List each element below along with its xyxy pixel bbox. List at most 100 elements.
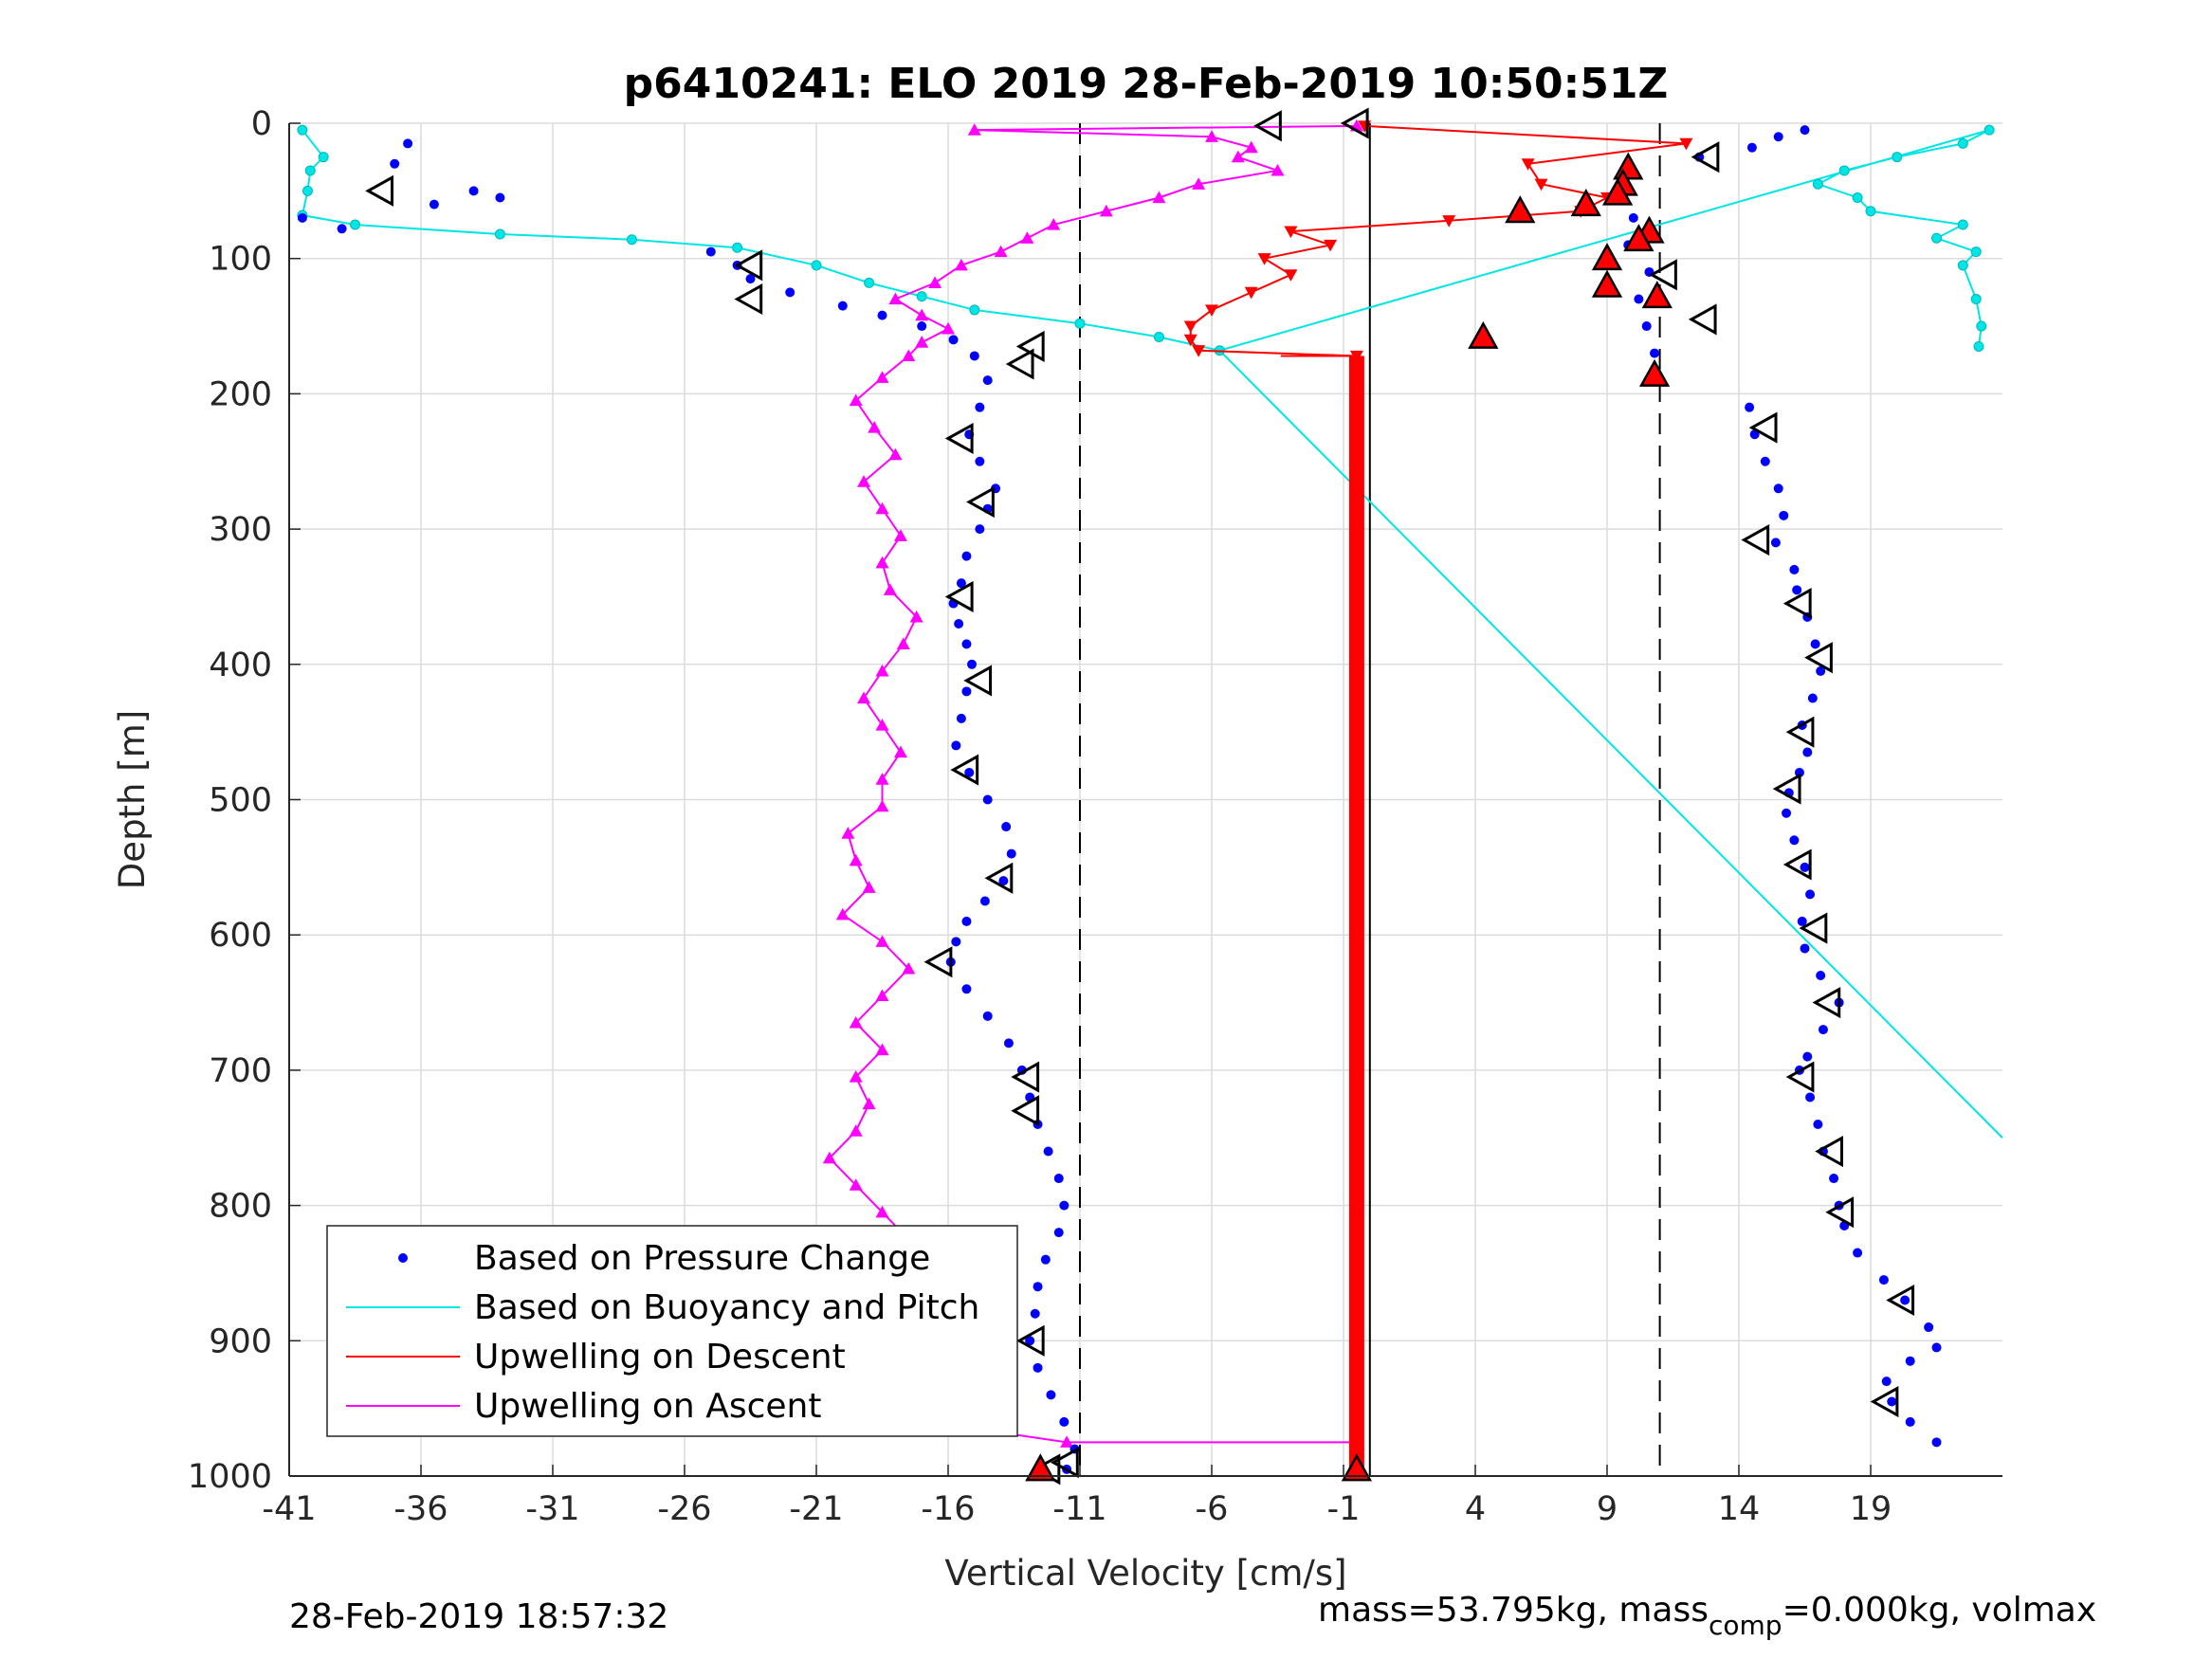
ascent-upwelling-point bbox=[849, 1124, 863, 1137]
buoyancy-point bbox=[626, 234, 637, 246]
pressure-change-point bbox=[1641, 321, 1652, 332]
y-tick-label: 600 bbox=[209, 917, 272, 955]
pressure-change-point bbox=[1033, 1282, 1043, 1292]
ascent-upwelling-point bbox=[909, 610, 923, 623]
pressure-change-point bbox=[1816, 665, 1826, 676]
ascent-upwelling-point bbox=[857, 475, 871, 487]
pressure-change-point bbox=[975, 456, 985, 466]
ascent-upwelling-point bbox=[1205, 130, 1218, 142]
ascent-upwelling-point bbox=[862, 1097, 876, 1110]
flag-triangle-red bbox=[1591, 243, 1623, 271]
pressure-change-point bbox=[1789, 835, 1800, 846]
pressure-change-point bbox=[1760, 456, 1770, 466]
descent-upwelling-point bbox=[1183, 320, 1197, 334]
ascent-upwelling-point bbox=[1020, 231, 1034, 244]
buoyancy-point bbox=[1812, 178, 1823, 190]
ascent-upwelling-point bbox=[875, 989, 889, 1002]
pressure-change-point bbox=[1805, 889, 1816, 900]
flag-triangle bbox=[944, 422, 974, 455]
pressure-change-point bbox=[1003, 1038, 1014, 1048]
ascent-upwelling-point bbox=[1060, 1435, 1074, 1448]
pressure-change-point bbox=[979, 896, 990, 906]
buoyancy-point bbox=[916, 291, 927, 302]
pressure-change-point bbox=[917, 321, 927, 332]
descent-upwelling-point bbox=[1324, 239, 1338, 252]
legend-label: Based on Pressure Change bbox=[474, 1239, 930, 1278]
pressure-change-point bbox=[1650, 348, 1660, 358]
x-tick-label: 4 bbox=[1465, 1490, 1486, 1528]
footer-mass-rest: =0.000kg, volmax bbox=[1782, 1591, 2097, 1630]
pressure-change-point bbox=[1043, 1146, 1053, 1157]
ascent-upwelling-point bbox=[849, 853, 863, 866]
ascent-upwelling-point bbox=[893, 529, 907, 541]
pressure-change-point bbox=[1800, 125, 1810, 136]
footer-mass-info: mass=53.795kg, masscomp=0.000kg, volmax bbox=[1318, 1591, 2096, 1641]
descent-upwelling-point bbox=[1679, 137, 1693, 151]
flag-triangle bbox=[734, 249, 763, 282]
pressure-change-point bbox=[1816, 971, 1826, 981]
pressure-change-point bbox=[1807, 693, 1818, 703]
buoyancy-point bbox=[1892, 152, 1903, 163]
flag-triangle-red bbox=[1468, 320, 1499, 349]
pressure-change-point bbox=[1634, 294, 1644, 304]
x-axis-label: Vertical Velocity [cm/s] bbox=[944, 1553, 1346, 1594]
pressure-change-point bbox=[1887, 1396, 1897, 1407]
buoyancy-point bbox=[318, 152, 329, 163]
ascent-upwelling-point bbox=[967, 123, 981, 136]
ascent-upwelling-point bbox=[1152, 191, 1166, 204]
legend: Based on Pressure Change Based on Buoyanc… bbox=[326, 1225, 1018, 1437]
pressure-change-point bbox=[1040, 1254, 1051, 1265]
pressure-change-point bbox=[1900, 1295, 1910, 1305]
pressure-change-point bbox=[1059, 1416, 1069, 1427]
ascent-upwelling-point bbox=[896, 637, 910, 649]
pressure-change-point bbox=[705, 246, 716, 257]
buoyancy-point bbox=[811, 260, 822, 271]
flag-triangle bbox=[1051, 1447, 1079, 1479]
pressure-change-point bbox=[1053, 1228, 1064, 1238]
pressure-change-point bbox=[982, 794, 993, 805]
buoyancy-point bbox=[1957, 260, 1968, 271]
flag-triangle-red bbox=[1623, 224, 1654, 252]
flag-triangle bbox=[1799, 912, 1828, 944]
axes: -41 -36 -31 -26 -21 -16 -11 -6 -1 4 9 14 19 0 100 200 30… bbox=[188, 105, 2002, 1528]
y-axis-label: Depth [m] bbox=[112, 710, 153, 889]
x-tick-label: 14 bbox=[1718, 1490, 1761, 1528]
pressure-change-point bbox=[1878, 1275, 1889, 1285]
flag-triangle bbox=[1741, 523, 1770, 556]
pressure-change-point bbox=[1059, 1200, 1069, 1211]
pressure-change-point bbox=[1628, 212, 1638, 223]
pressure-change-point bbox=[1853, 1248, 1863, 1258]
x-tick-label: -36 bbox=[393, 1490, 448, 1528]
ascent-upwelling-point bbox=[1244, 140, 1258, 154]
pressure-change-point bbox=[1802, 1051, 1813, 1062]
flag-triangle bbox=[1825, 1196, 1855, 1229]
pressure-change-point bbox=[1905, 1356, 1915, 1366]
flag-triangle bbox=[1340, 107, 1369, 139]
pressure-change-point bbox=[1881, 1376, 1892, 1387]
buoyancy-point bbox=[1973, 340, 1984, 352]
flag-triangle bbox=[923, 946, 953, 978]
pressure-change-point bbox=[429, 199, 439, 210]
descent-upwelling-point bbox=[1244, 286, 1258, 300]
pressure-change-point bbox=[956, 578, 966, 589]
flag-triangle bbox=[1772, 773, 1801, 805]
ascent-upwelling-point bbox=[849, 393, 863, 407]
pressure-change-point bbox=[964, 767, 975, 777]
ascent-upwelling-point bbox=[835, 907, 850, 921]
pressure-change-point bbox=[1931, 1437, 1942, 1448]
footer-mass-subscript: comp bbox=[1709, 1610, 1782, 1641]
pressure-change-point bbox=[1773, 132, 1783, 142]
ascent-upwelling-point bbox=[841, 827, 855, 839]
reference-lines bbox=[1079, 123, 1661, 1476]
flag-triangle bbox=[1804, 642, 1833, 674]
x-tick-label: -31 bbox=[525, 1490, 579, 1528]
flag-triangle-red bbox=[1341, 1453, 1373, 1482]
x-tick-label: 19 bbox=[1850, 1490, 1892, 1528]
pressure-change-point bbox=[1001, 822, 1012, 832]
pressure-change-point bbox=[961, 686, 972, 697]
flag-triangle bbox=[1782, 588, 1812, 620]
buoyancy-point bbox=[1931, 232, 1942, 244]
flag-triangle bbox=[1886, 1284, 1915, 1317]
x-tick-label: -16 bbox=[921, 1490, 975, 1528]
flag-triangle bbox=[1688, 303, 1717, 336]
